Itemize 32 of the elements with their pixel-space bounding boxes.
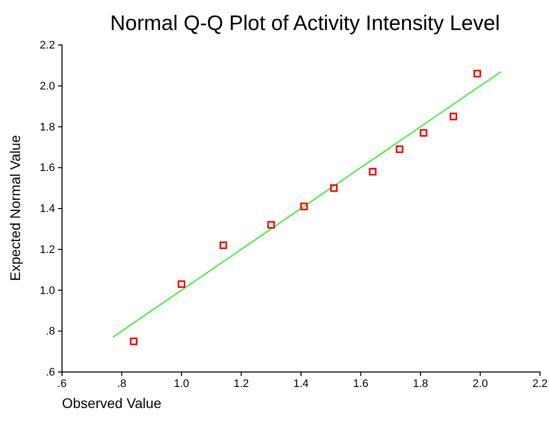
- point: [450, 112, 458, 120]
- point: [396, 145, 404, 154]
- point: [473, 70, 482, 78]
- point: [267, 221, 275, 229]
- chart-title: Normal Q-Q Plot of Activity Intensity Level: [110, 12, 500, 35]
- point: [300, 202, 308, 210]
- x-tick-label: 1.2: [234, 378, 249, 390]
- x-tick-label: 1.6: [353, 378, 368, 390]
- x-tick-label: 2.0: [472, 378, 488, 390]
- y-tick-label: 2.2: [40, 40, 55, 52]
- y-axis-title: Expected Normal Value: [7, 134, 23, 282]
- point: [368, 168, 376, 176]
- x-tick-label: 1.8: [412, 378, 428, 390]
- x-tick-label: .6: [57, 378, 67, 390]
- y-tick-label: .6: [46, 366, 55, 379]
- point: [420, 129, 428, 137]
- x-tick-label: 1.4: [293, 378, 309, 390]
- point: [130, 338, 138, 346]
- y-tick-label: 2.0: [40, 80, 55, 92]
- y-tick-label: 1.6: [40, 162, 55, 174]
- x-tick-label: .8: [117, 378, 126, 390]
- y-tick-label: 1.8: [40, 121, 55, 134]
- y-tick-label: 1.2: [40, 244, 55, 256]
- x-tick-label: 2.2: [532, 378, 548, 390]
- point: [220, 241, 228, 250]
- point: [178, 280, 186, 288]
- y-tick-label: 1.0: [40, 284, 55, 297]
- x-tick-label: 1.0: [174, 378, 190, 390]
- x-axis-title: Observed Value: [62, 395, 162, 411]
- point: [330, 184, 338, 192]
- y-tick-label: 1.4: [40, 203, 55, 216]
- y-tick-label: .8: [46, 326, 55, 338]
